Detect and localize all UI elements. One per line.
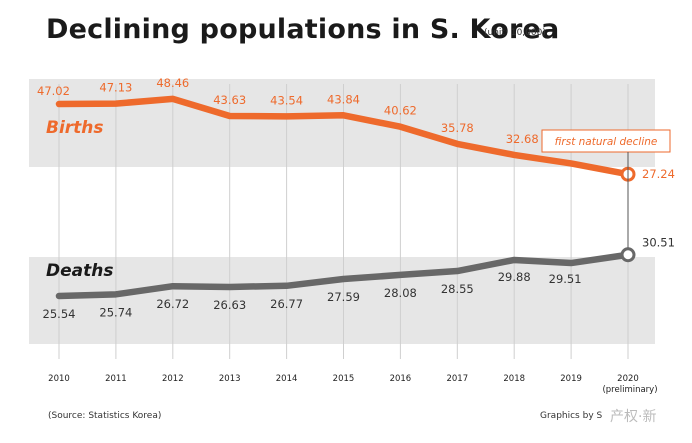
x-tick-note: (preliminary): [602, 385, 657, 395]
x-tick-label: 2017: [446, 374, 468, 384]
births-data-label: 27.24: [642, 167, 675, 181]
births-data-label: 35.78: [441, 121, 474, 135]
deaths-data-label: 29.51: [549, 272, 582, 286]
deaths-band: [29, 257, 655, 344]
source-note: (Source: Statistics Korea): [48, 411, 162, 421]
deaths-data-label: 29.88: [498, 270, 531, 284]
x-tick-label: 2014: [276, 374, 298, 384]
graphics-credit: Graphics by S: [540, 411, 603, 421]
births-data-label: 43.54: [270, 93, 303, 107]
deaths-end-marker: [620, 247, 636, 263]
births-series-line: [55, 95, 632, 178]
deaths-data-label: 25.54: [43, 307, 76, 321]
x-tick-label: 2019: [560, 374, 582, 384]
deaths-series-line: [55, 251, 632, 300]
births-data-label: 43.84: [327, 92, 360, 106]
births-data-label: 47.02: [37, 84, 70, 98]
annotation-box: [541, 129, 671, 153]
deaths-data-label: 26.77: [270, 297, 303, 311]
watermark: 产权·新: [610, 409, 657, 425]
births-data-label: 32.68: [506, 132, 539, 146]
x-tick-label: 2016: [390, 374, 412, 384]
deaths-series-name: Deaths: [46, 261, 113, 281]
deaths-data-label: 26.63: [213, 298, 246, 312]
x-tick-label: 2010: [48, 374, 70, 384]
unit-note: (unit: 10,000): [484, 28, 546, 38]
deaths-data-label: 26.72: [156, 297, 189, 311]
births-series-name: Births: [46, 118, 104, 138]
births-data-label: 47.13: [99, 81, 132, 95]
births-data-label: 40.62: [384, 104, 417, 118]
x-tick-label: 2015: [333, 374, 355, 384]
chart-title: Declining populations in S. Korea: [46, 14, 560, 45]
x-tick-label: 2020: [617, 374, 639, 384]
x-tick-label: 2013: [219, 374, 241, 384]
births-data-label: 43.63: [213, 93, 246, 107]
x-tick-label: 2012: [162, 374, 184, 384]
deaths-data-label: 28.08: [384, 286, 417, 300]
annotation-text: first natural decline: [555, 136, 658, 148]
deaths-data-label: 25.74: [99, 305, 132, 319]
x-tick-label: 2018: [503, 374, 525, 384]
deaths-data-label: 28.55: [441, 282, 474, 296]
births-data-label: 48.46: [156, 76, 189, 90]
x-tick-label: 2011: [105, 374, 127, 384]
deaths-data-label: 27.59: [327, 290, 360, 304]
deaths-data-label: 30.51: [642, 236, 675, 250]
